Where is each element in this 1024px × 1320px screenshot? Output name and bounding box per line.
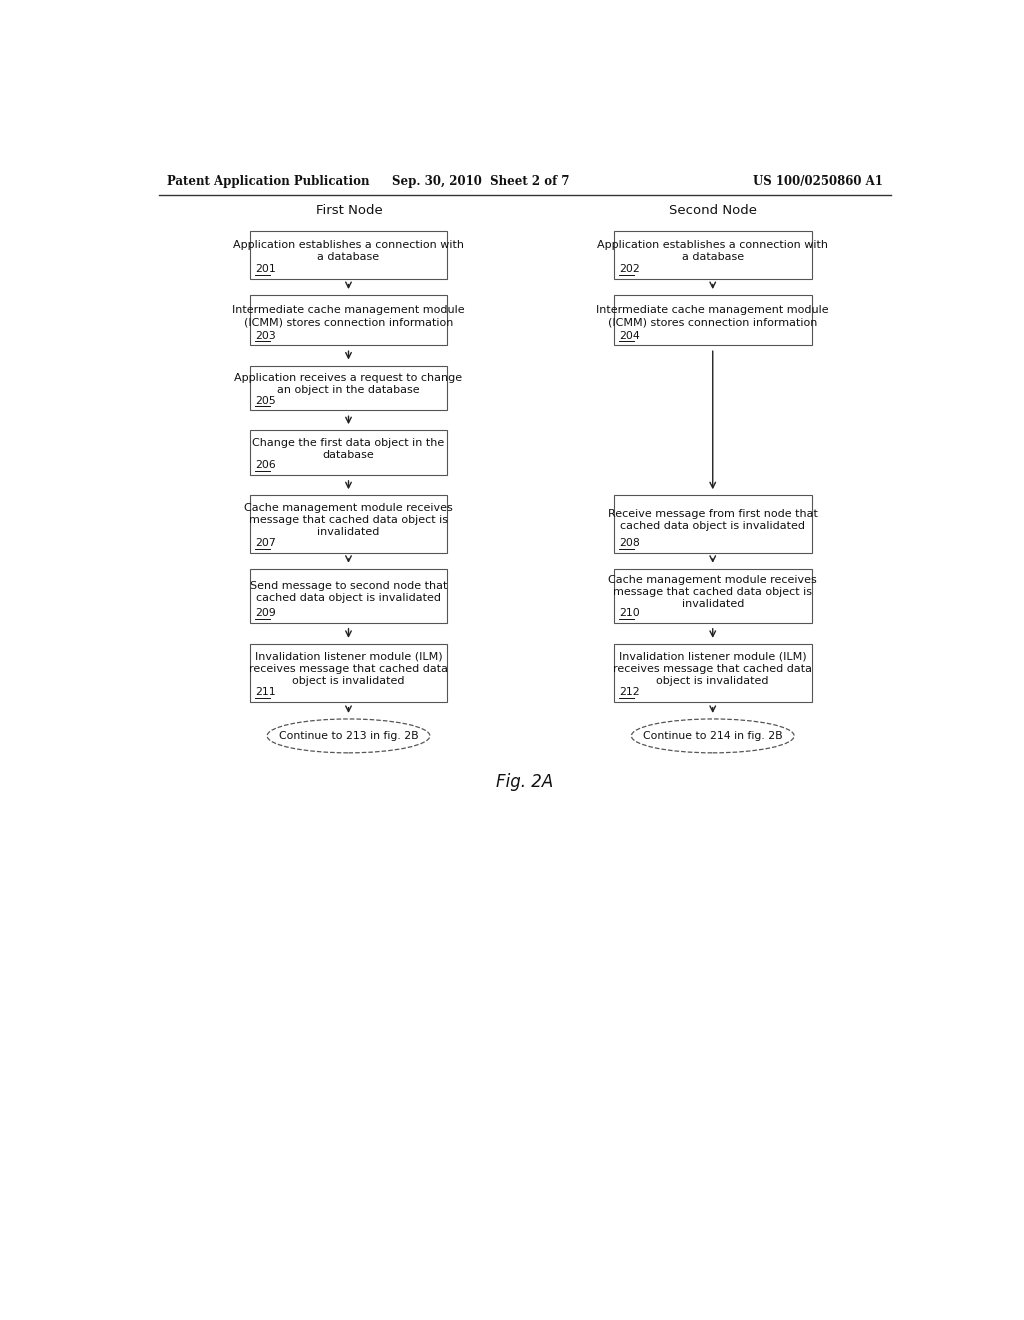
FancyBboxPatch shape xyxy=(614,296,812,345)
Text: (ICMM) stores connection information: (ICMM) stores connection information xyxy=(608,317,817,327)
Text: Invalidation listener module (ILM): Invalidation listener module (ILM) xyxy=(618,652,807,661)
Text: Invalidation listener module (ILM): Invalidation listener module (ILM) xyxy=(255,652,442,661)
FancyBboxPatch shape xyxy=(614,495,812,553)
Text: Application receives a request to change: Application receives a request to change xyxy=(234,374,463,383)
FancyBboxPatch shape xyxy=(250,495,447,553)
Text: US 100/0250860 A1: US 100/0250860 A1 xyxy=(753,176,883,187)
Text: Application establishes a connection with: Application establishes a connection wit… xyxy=(597,240,828,249)
Text: 203: 203 xyxy=(255,330,275,341)
Text: Cache management module receives: Cache management module receives xyxy=(608,576,817,585)
Text: database: database xyxy=(323,450,375,459)
FancyBboxPatch shape xyxy=(614,231,812,279)
Text: Application establishes a connection with: Application establishes a connection wit… xyxy=(233,240,464,249)
Ellipse shape xyxy=(267,719,430,752)
Text: 210: 210 xyxy=(620,609,640,618)
Text: invalidated: invalidated xyxy=(682,599,743,609)
Text: 206: 206 xyxy=(255,461,275,470)
FancyBboxPatch shape xyxy=(250,644,447,702)
Text: 204: 204 xyxy=(620,330,640,341)
Text: Intermediate cache management module: Intermediate cache management module xyxy=(232,305,465,315)
Text: 209: 209 xyxy=(255,609,275,618)
Text: First Node: First Node xyxy=(315,205,382,218)
Text: 201: 201 xyxy=(255,264,275,275)
Text: (ICMM) stores connection information: (ICMM) stores connection information xyxy=(244,317,454,327)
FancyBboxPatch shape xyxy=(250,569,447,623)
Ellipse shape xyxy=(632,719,795,752)
Text: invalidated: invalidated xyxy=(317,527,380,537)
Text: a database: a database xyxy=(682,252,743,261)
Text: 205: 205 xyxy=(255,396,275,405)
FancyBboxPatch shape xyxy=(250,231,447,279)
Text: receives message that cached data: receives message that cached data xyxy=(613,664,812,675)
Text: message that cached data object is: message that cached data object is xyxy=(613,587,812,597)
Text: receives message that cached data: receives message that cached data xyxy=(249,664,447,675)
Text: 207: 207 xyxy=(255,539,275,548)
Text: 211: 211 xyxy=(255,686,275,697)
Text: 208: 208 xyxy=(620,539,640,548)
Text: object is invalidated: object is invalidated xyxy=(292,676,404,686)
Text: Change the first data object in the: Change the first data object in the xyxy=(252,438,444,447)
Text: object is invalidated: object is invalidated xyxy=(656,676,769,686)
Text: Continue to 213 in fig. 2B: Continue to 213 in fig. 2B xyxy=(279,731,418,741)
Text: Sep. 30, 2010  Sheet 2 of 7: Sep. 30, 2010 Sheet 2 of 7 xyxy=(392,176,569,187)
FancyBboxPatch shape xyxy=(614,569,812,623)
Text: Send message to second node that: Send message to second node that xyxy=(250,581,447,591)
Text: Cache management module receives: Cache management module receives xyxy=(244,503,453,513)
Text: an object in the database: an object in the database xyxy=(278,385,420,395)
Text: a database: a database xyxy=(317,252,380,261)
Text: message that cached data object is: message that cached data object is xyxy=(249,515,447,525)
Text: 212: 212 xyxy=(620,686,640,697)
FancyBboxPatch shape xyxy=(250,296,447,345)
FancyBboxPatch shape xyxy=(250,366,447,411)
Text: cached data object is invalidated: cached data object is invalidated xyxy=(621,521,805,531)
Text: cached data object is invalidated: cached data object is invalidated xyxy=(256,593,441,603)
FancyBboxPatch shape xyxy=(250,430,447,475)
Text: Second Node: Second Node xyxy=(669,205,757,218)
Text: 202: 202 xyxy=(620,264,640,275)
Text: Continue to 214 in fig. 2B: Continue to 214 in fig. 2B xyxy=(643,731,782,741)
Text: Intermediate cache management module: Intermediate cache management module xyxy=(596,305,829,315)
Text: Receive message from first node that: Receive message from first node that xyxy=(608,510,818,519)
Text: Fig. 2A: Fig. 2A xyxy=(497,774,553,791)
FancyBboxPatch shape xyxy=(614,644,812,702)
Text: Patent Application Publication: Patent Application Publication xyxy=(167,176,370,187)
